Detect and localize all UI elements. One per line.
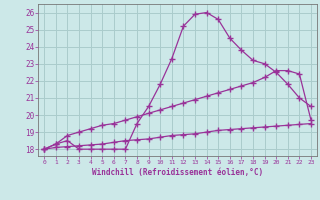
X-axis label: Windchill (Refroidissement éolien,°C): Windchill (Refroidissement éolien,°C) — [92, 168, 263, 177]
